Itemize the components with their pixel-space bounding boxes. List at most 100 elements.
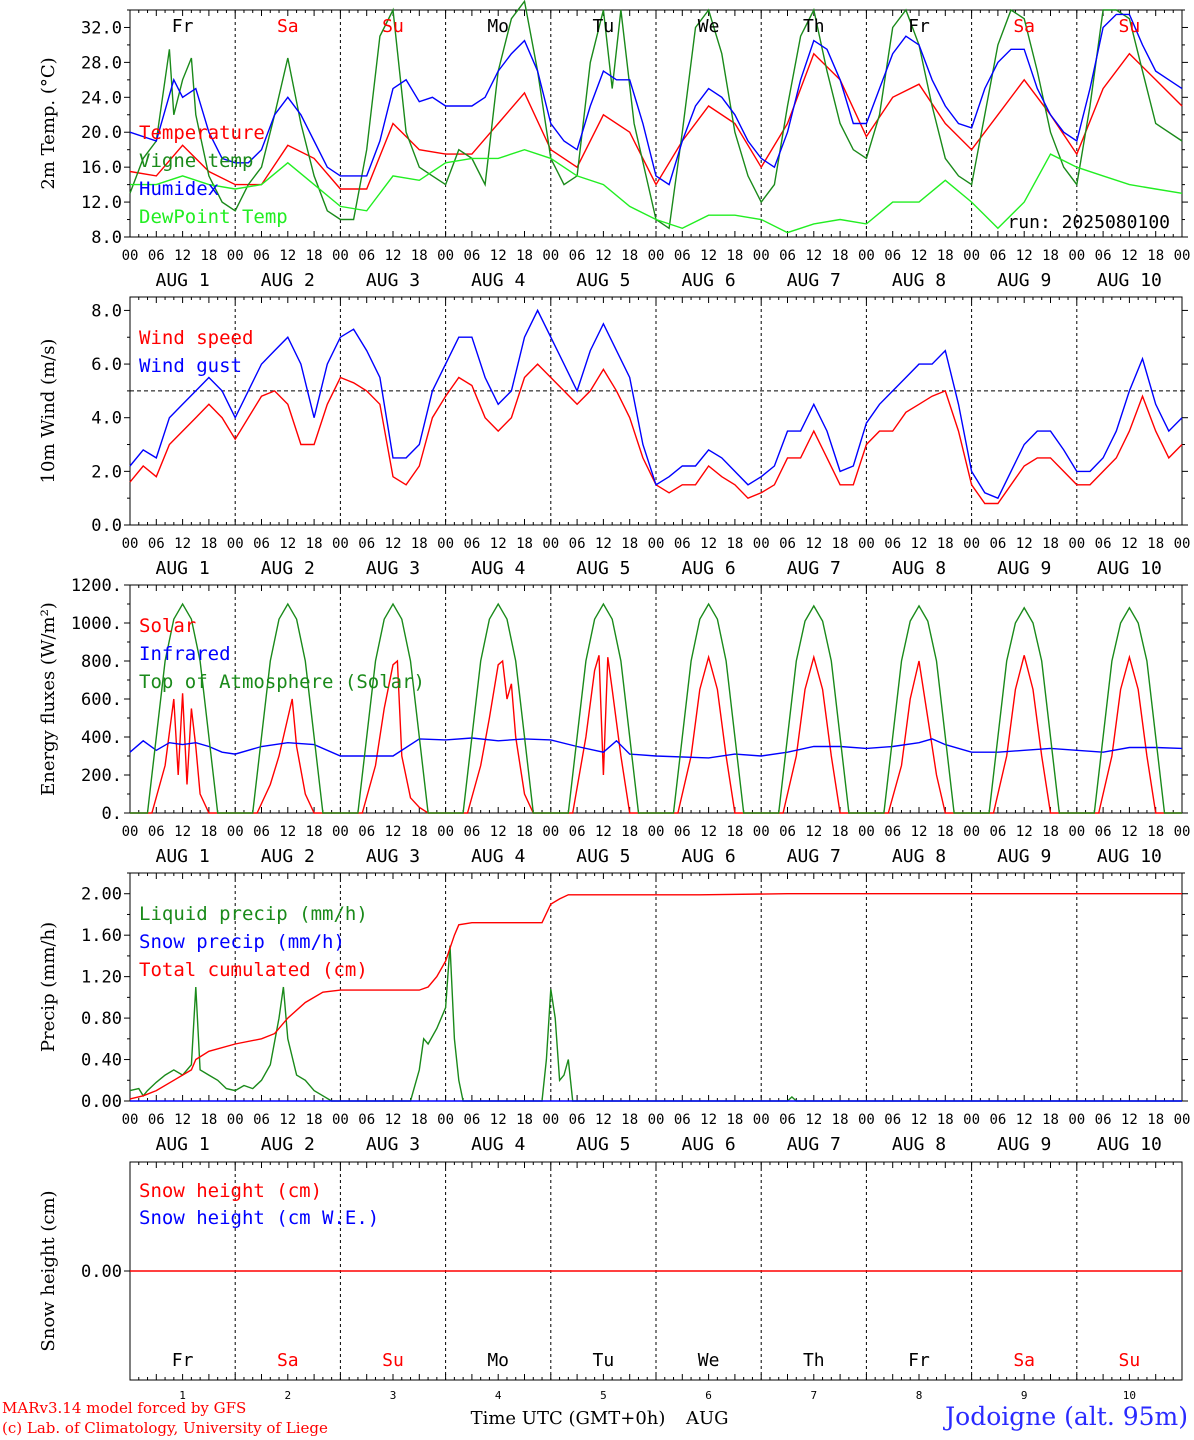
- x-date-label: AUG 6: [682, 846, 736, 867]
- x-hour-label: 12: [595, 536, 612, 552]
- x-hour-label: 06: [148, 248, 165, 264]
- x-hour-label: 00: [963, 248, 980, 264]
- x-hour-label: 00: [542, 248, 559, 264]
- x-hour-label: 18: [516, 1112, 533, 1128]
- legend-entry: DewPoint Temp: [139, 206, 288, 228]
- x-date-label: AUG 7: [787, 558, 841, 579]
- x-date-label: AUG 2: [261, 270, 315, 291]
- x-hour-label: 00: [332, 824, 349, 840]
- x-hour-label: 18: [621, 248, 638, 264]
- y-tick-label: 4.0: [91, 409, 122, 429]
- x-hour-label: 00: [332, 536, 349, 552]
- x-hour-label: 06: [148, 536, 165, 552]
- x-hour-label: 18: [1042, 248, 1059, 264]
- x-hour-label: 06: [779, 1112, 796, 1128]
- day-number: 1: [179, 1389, 186, 1402]
- x-hour-label: 00: [437, 536, 454, 552]
- y-tick-label: 0.0: [91, 516, 122, 536]
- legend-entry: Snow height (cm): [139, 1180, 322, 1202]
- x-hour-label: 00: [963, 824, 980, 840]
- x-hour-label: 06: [884, 536, 901, 552]
- x-hour-label: 06: [463, 824, 480, 840]
- day-label: Sa: [277, 1350, 299, 1371]
- y-axis-label: Precip (mm/h): [38, 922, 59, 1052]
- x-hour-label: 18: [411, 536, 428, 552]
- x-hour-label: 06: [253, 824, 270, 840]
- x-hour-label: 12: [174, 824, 191, 840]
- x-hour-label: 12: [385, 1112, 402, 1128]
- x-date-label: AUG 7: [787, 1134, 841, 1155]
- x-hour-label: 00: [122, 248, 139, 264]
- x-hour-label: 00: [1068, 1112, 1085, 1128]
- credit-lab: (c) Lab. of Climatology, University of L…: [2, 1419, 328, 1437]
- x-date-label: AUG 4: [471, 270, 525, 291]
- x-hour-label: 12: [174, 248, 191, 264]
- x-hour-label: 12: [700, 824, 717, 840]
- x-date-label: AUG 4: [471, 1134, 525, 1155]
- x-hour-label: 06: [989, 248, 1006, 264]
- day-number: 10: [1123, 1389, 1136, 1402]
- x-hour-label: 00: [1174, 248, 1191, 264]
- x-date-label: AUG 1: [156, 1134, 210, 1155]
- legend-entry: Snow height (cm W.E.): [139, 1207, 379, 1229]
- y-axis-label: 10m Wind (m/s): [38, 339, 59, 484]
- series-line: [130, 654, 1182, 814]
- x-date-label: AUG 8: [892, 846, 946, 867]
- y-tick-label: 0.00: [81, 1092, 122, 1112]
- x-hour-label: 12: [1121, 536, 1138, 552]
- x-hour-label: 00: [437, 1112, 454, 1128]
- x-hour-label: 06: [148, 1112, 165, 1128]
- x-hour-label: 00: [542, 824, 559, 840]
- legend-entry: Solar: [139, 615, 196, 637]
- x-date-label: AUG 1: [156, 270, 210, 291]
- x-hour-label: 06: [1095, 536, 1112, 552]
- x-hour-label: 06: [1095, 824, 1112, 840]
- legend-entry: Humidex: [139, 178, 219, 200]
- x-hour-label: 12: [805, 248, 822, 264]
- x-hour-label: 00: [648, 1112, 665, 1128]
- x-hour-label: 12: [1121, 248, 1138, 264]
- x-hour-label: 18: [937, 536, 954, 552]
- x-date-label: AUG 5: [576, 846, 630, 867]
- x-hour-label: 18: [200, 1112, 217, 1128]
- x-hour-label: 06: [358, 824, 375, 840]
- x-hour-label: 18: [306, 1112, 323, 1128]
- x-hour-label: 12: [805, 824, 822, 840]
- x-hour-label: 12: [1016, 824, 1033, 840]
- x-hour-label: 06: [569, 536, 586, 552]
- x-hour-label: 00: [437, 248, 454, 264]
- x-hour-label: 12: [279, 824, 296, 840]
- day-number: 8: [916, 1389, 923, 1402]
- x-date-label: AUG 4: [471, 846, 525, 867]
- day-label: Th: [803, 1350, 825, 1371]
- x-hour-label: 12: [490, 1112, 507, 1128]
- x-hour-label: 12: [911, 248, 928, 264]
- x-hour-label: 06: [569, 248, 586, 264]
- x-hour-label: 12: [385, 824, 402, 840]
- series-line: [129, 52, 1183, 190]
- x-hour-label: 00: [1068, 536, 1085, 552]
- x-hour-label: 12: [279, 536, 296, 552]
- day-label: Fr: [172, 1350, 194, 1371]
- x-date-label: AUG 2: [261, 1134, 315, 1155]
- x-date-label: AUG 6: [682, 558, 736, 579]
- y-axis-label: 2m Temp. (°C): [38, 57, 59, 189]
- x-hour-label: 18: [411, 1112, 428, 1128]
- day-number: 6: [705, 1389, 712, 1402]
- x-hour-label: 12: [911, 824, 928, 840]
- series-line: [130, 148, 1183, 234]
- x-date-label: AUG 3: [366, 1134, 420, 1155]
- x-date-label: AUG 5: [576, 558, 630, 579]
- legend-entry: Wind speed: [139, 327, 253, 349]
- legend-entry: Temperature: [139, 122, 265, 144]
- y-axis-label: Energy fluxes (W/m²): [38, 602, 59, 796]
- day-number: 3: [390, 1389, 397, 1402]
- x-hour-label: 18: [200, 536, 217, 552]
- x-hour-label: 06: [884, 1112, 901, 1128]
- day-label: Sa: [277, 16, 299, 37]
- x-hour-label: 00: [122, 824, 139, 840]
- y-tick-label: 32.0: [81, 18, 122, 38]
- x-hour-label: 06: [463, 1112, 480, 1128]
- y-tick-label: 400.: [81, 728, 122, 748]
- y-tick-label: 28.0: [81, 53, 122, 73]
